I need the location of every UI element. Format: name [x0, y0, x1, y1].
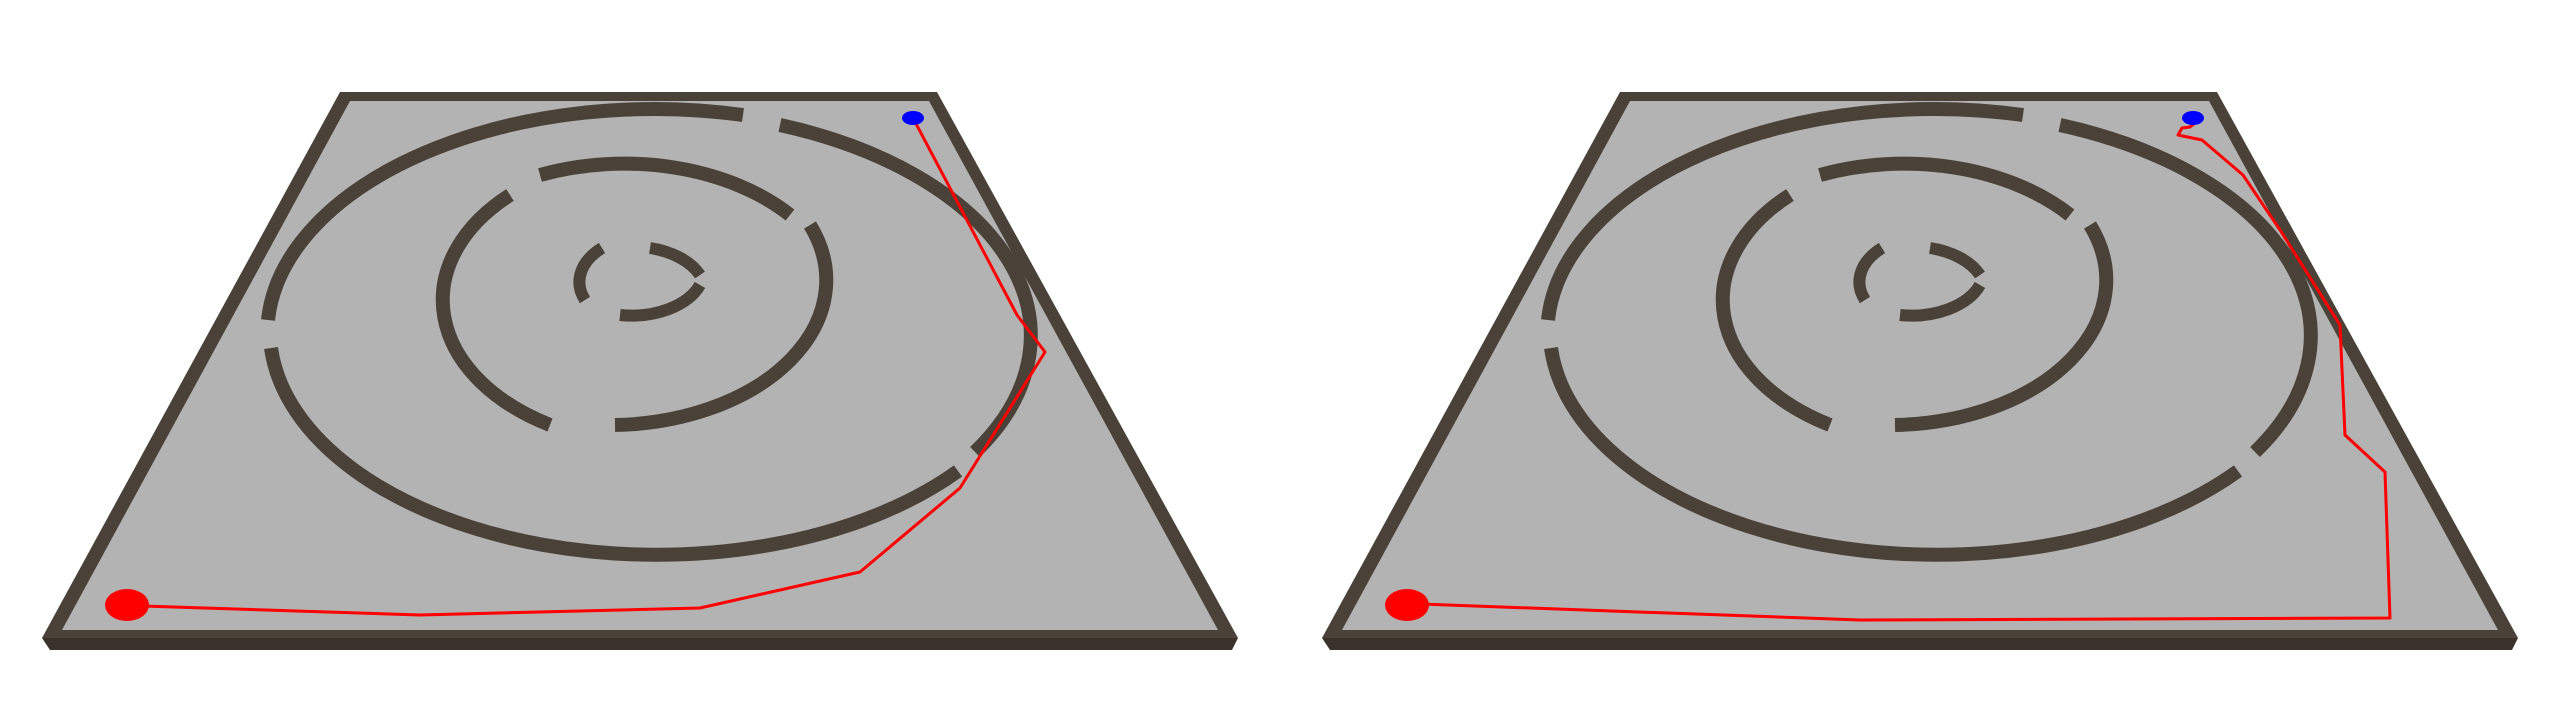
outer-ring-wall: [1544, 347, 2243, 562]
maze-scene-right: [1322, 92, 2518, 650]
inner-ring-wall: [619, 281, 706, 322]
goal-marker: [902, 111, 924, 125]
outer-ring-wall: [261, 102, 744, 321]
floor: [62, 101, 1218, 630]
floor-border-front: [1322, 638, 2518, 650]
floor-border-front: [42, 638, 1238, 650]
outer-ring-wall: [2058, 118, 2318, 458]
inner-ring-wall: [648, 242, 705, 279]
inner-ring-wall: [1928, 242, 1985, 279]
start-marker: [1385, 589, 1429, 621]
maze-panel-left: [42, 92, 1238, 650]
middle-ring-wall: [1894, 221, 2114, 432]
outer-ring-wall: [264, 347, 963, 562]
start-marker: [105, 589, 149, 621]
planned-path: [1391, 117, 2392, 622]
middle-ring-wall: [614, 221, 834, 432]
middle-ring-wall: [538, 156, 795, 221]
inner-ring-wall: [573, 242, 606, 304]
middle-ring-wall: [1715, 189, 1833, 432]
maze-scene-left: [42, 92, 1238, 650]
inner-ring-wall: [1853, 242, 1886, 304]
inner-ring-wall: [1899, 281, 1986, 322]
goal-marker: [2182, 111, 2204, 125]
maze-panel-right: [1280, 0, 2560, 720]
middle-ring-wall: [1818, 156, 2075, 221]
middle-ring-wall: [435, 189, 553, 432]
planned-path: [111, 117, 1047, 617]
outer-ring-wall: [1541, 102, 2024, 321]
floor: [1342, 101, 2498, 630]
